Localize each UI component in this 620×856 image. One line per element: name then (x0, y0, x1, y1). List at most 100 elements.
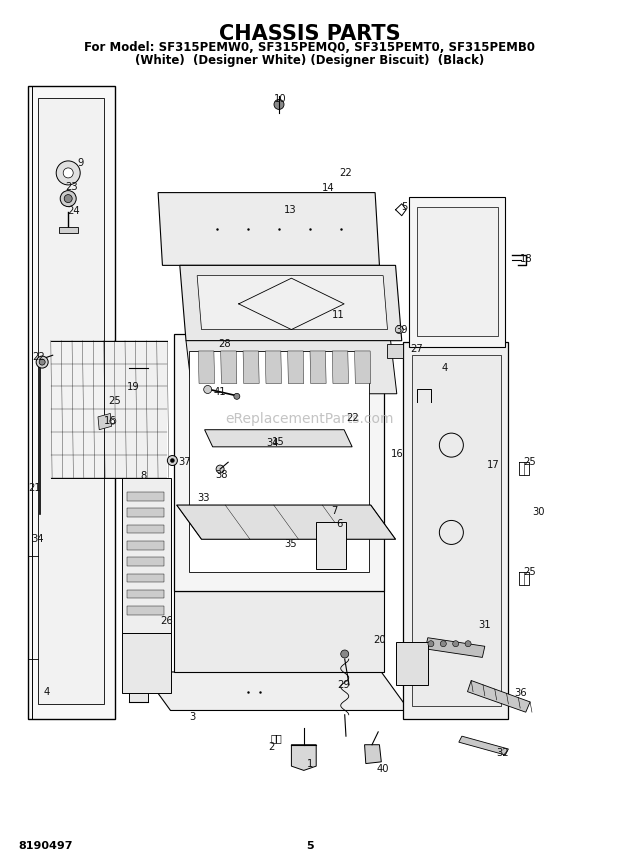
Text: 37: 37 (179, 457, 191, 467)
Text: 39: 39 (396, 324, 408, 335)
Text: 20: 20 (373, 635, 386, 645)
Circle shape (234, 393, 240, 400)
Polygon shape (243, 351, 259, 383)
Circle shape (56, 161, 80, 185)
Circle shape (36, 356, 48, 368)
Text: 13: 13 (284, 205, 296, 215)
Text: 25: 25 (524, 567, 536, 577)
Polygon shape (122, 633, 171, 693)
Text: 38: 38 (216, 470, 228, 480)
Text: 9: 9 (78, 158, 84, 168)
Polygon shape (417, 207, 498, 336)
Polygon shape (265, 351, 281, 383)
Polygon shape (51, 341, 167, 478)
Polygon shape (28, 86, 115, 719)
Circle shape (64, 194, 72, 203)
Polygon shape (174, 591, 384, 672)
Text: 26: 26 (160, 615, 172, 626)
Polygon shape (189, 351, 369, 572)
Polygon shape (127, 590, 164, 598)
Circle shape (39, 359, 45, 366)
Polygon shape (177, 505, 396, 539)
Text: 5: 5 (401, 202, 407, 212)
Polygon shape (127, 492, 164, 501)
Polygon shape (291, 745, 316, 770)
Circle shape (274, 99, 284, 110)
Text: 31: 31 (479, 620, 491, 630)
Polygon shape (205, 430, 352, 447)
Text: 25: 25 (108, 395, 121, 406)
Circle shape (110, 418, 116, 425)
Polygon shape (425, 638, 485, 657)
Text: 23: 23 (65, 181, 78, 192)
Circle shape (465, 640, 471, 647)
Text: 8: 8 (141, 471, 147, 481)
Polygon shape (127, 541, 164, 550)
Text: 1: 1 (307, 759, 313, 770)
Polygon shape (127, 557, 164, 566)
Circle shape (167, 455, 177, 466)
Circle shape (428, 640, 434, 647)
Text: CHASSIS PARTS: CHASSIS PARTS (219, 24, 401, 44)
Text: 14: 14 (322, 183, 335, 193)
Polygon shape (459, 736, 508, 755)
Text: 33: 33 (197, 493, 210, 503)
Text: 17: 17 (487, 460, 499, 470)
Polygon shape (197, 276, 388, 330)
Text: 4: 4 (442, 363, 448, 373)
Polygon shape (129, 368, 148, 702)
Text: For Model: SF315PEMW0, SF315PEMQ0, SF315PEMT0, SF315PEMB0: For Model: SF315PEMW0, SF315PEMQ0, SF315… (84, 41, 536, 54)
Text: 29: 29 (338, 680, 350, 690)
Text: 30: 30 (532, 507, 544, 517)
Circle shape (204, 385, 211, 394)
Polygon shape (396, 642, 428, 685)
Text: 5: 5 (306, 841, 314, 851)
Circle shape (341, 650, 348, 658)
Circle shape (63, 168, 73, 178)
Polygon shape (127, 574, 164, 582)
Text: eReplacementParts.com: eReplacementParts.com (226, 413, 394, 426)
Text: 36: 36 (515, 688, 527, 698)
Polygon shape (409, 197, 505, 347)
Text: 16: 16 (104, 416, 117, 426)
Text: 6: 6 (337, 519, 343, 529)
Text: 10: 10 (274, 94, 286, 104)
Polygon shape (122, 478, 171, 633)
Text: (White)  (Designer White) (Designer Biscuit)  (Black): (White) (Designer White) (Designer Biscu… (135, 54, 485, 67)
Circle shape (216, 465, 224, 473)
Text: 3: 3 (189, 712, 195, 722)
Text: 34: 34 (267, 438, 279, 449)
Polygon shape (127, 525, 164, 533)
Circle shape (60, 191, 76, 206)
Polygon shape (403, 342, 508, 719)
Polygon shape (38, 98, 104, 704)
Text: 21: 21 (29, 483, 41, 493)
Text: 18: 18 (520, 253, 532, 264)
Text: 22: 22 (346, 413, 358, 423)
Polygon shape (127, 606, 164, 615)
Text: 15: 15 (272, 437, 284, 447)
Text: 19: 19 (127, 382, 140, 392)
Polygon shape (288, 351, 304, 383)
Text: ⌒⌒: ⌒⌒ (270, 733, 281, 743)
Text: 4: 4 (43, 687, 50, 697)
Text: 34: 34 (31, 534, 43, 544)
Polygon shape (98, 413, 112, 430)
Polygon shape (180, 265, 402, 341)
Polygon shape (127, 508, 164, 517)
Polygon shape (158, 193, 379, 265)
Polygon shape (59, 227, 78, 233)
Polygon shape (316, 522, 346, 569)
Text: 2: 2 (268, 742, 275, 752)
Polygon shape (221, 351, 237, 383)
Text: 35: 35 (284, 538, 296, 549)
Circle shape (170, 459, 174, 462)
Circle shape (440, 640, 446, 647)
Polygon shape (198, 351, 215, 383)
Circle shape (453, 640, 459, 647)
Text: 28: 28 (218, 339, 231, 349)
Text: 27: 27 (410, 344, 423, 354)
Polygon shape (355, 351, 371, 383)
Polygon shape (174, 334, 384, 591)
Text: 24: 24 (67, 206, 79, 217)
